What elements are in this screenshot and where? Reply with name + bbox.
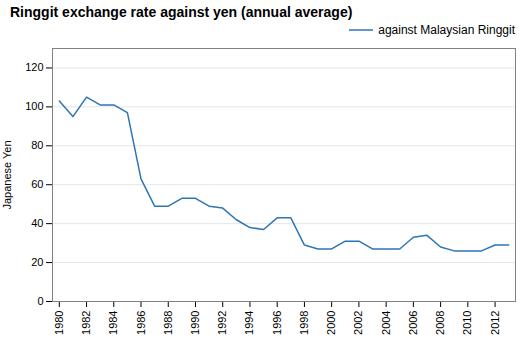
svg-text:1980: 1980 xyxy=(53,311,65,335)
svg-text:1988: 1988 xyxy=(162,311,174,335)
svg-text:60: 60 xyxy=(31,178,43,190)
svg-text:80: 80 xyxy=(31,139,43,151)
svg-text:100: 100 xyxy=(25,100,43,112)
svg-text:2000: 2000 xyxy=(325,311,337,335)
svg-text:1992: 1992 xyxy=(216,311,228,335)
html-text:Ringgit exchange rate against: Ringgit exchange rate against yen (annua… xyxy=(10,4,353,20)
svg-text:1984: 1984 xyxy=(107,311,119,335)
svg-text:2006: 2006 xyxy=(407,311,419,335)
svg-text:1982: 1982 xyxy=(80,311,92,335)
svg-text:0: 0 xyxy=(37,295,43,307)
svg-text:20: 20 xyxy=(31,256,43,268)
svg-text:Japanese Yen: Japanese Yen xyxy=(1,140,13,209)
svg-text:2012: 2012 xyxy=(489,311,501,335)
svg-text:40: 40 xyxy=(31,217,43,229)
svg-text:1998: 1998 xyxy=(298,311,310,335)
svg-text:1996: 1996 xyxy=(271,311,283,335)
svg-text:1986: 1986 xyxy=(135,311,147,335)
svg-text:2002: 2002 xyxy=(352,311,364,335)
svg-text:120: 120 xyxy=(25,61,43,73)
svg-text:2004: 2004 xyxy=(380,311,392,335)
svg-text:1994: 1994 xyxy=(243,311,255,335)
svg-text:2010: 2010 xyxy=(461,311,473,335)
svg-text:1990: 1990 xyxy=(189,311,201,335)
svg-text:2008: 2008 xyxy=(434,311,446,335)
html-text:against Malaysian Ringgit: against Malaysian Ringgit xyxy=(378,23,515,37)
